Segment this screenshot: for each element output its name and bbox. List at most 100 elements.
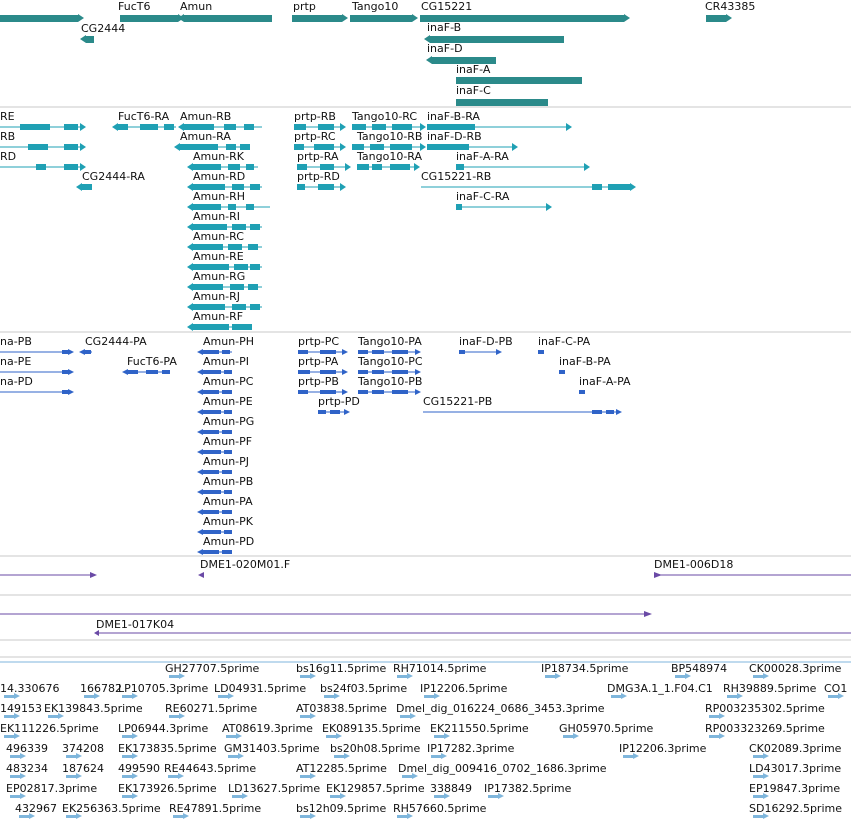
protein-label-prtp-pd[interactable]: prtp-PD <box>318 395 360 408</box>
protein-label-cg2444-pa[interactable]: CG2444-PA <box>85 335 147 348</box>
protein-model[interactable] <box>538 350 544 354</box>
transcript-label-amun-rh[interactable]: Amun-RH <box>193 190 245 203</box>
gene-label-cg2444[interactable]: CG2444 <box>81 22 125 35</box>
transcript-model[interactable] <box>0 123 86 131</box>
est-label-rh39889-5prime[interactable]: RH39889.5prime <box>723 682 817 695</box>
transcript-model[interactable] <box>187 303 262 311</box>
gene-label-inaf-d[interactable]: inaF-D <box>427 42 463 55</box>
protein-model[interactable] <box>197 389 232 395</box>
est-label-lp06944-3prime[interactable]: LP06944.3prime <box>118 722 209 735</box>
transcript-label-prtp-rb[interactable]: prtp-RB <box>294 110 336 123</box>
transcript-label-amun-rf[interactable]: Amun-RF <box>193 310 243 323</box>
gene-feature[interactable] <box>350 14 418 22</box>
protein-model[interactable] <box>197 549 232 555</box>
protein-track[interactable]: na-PB na-PE na-PD CG2444-PA FucT6-PA Amun-PH A… <box>0 335 631 555</box>
est-label-bs16g11-5prime[interactable]: bs16g11.5prime <box>296 662 386 675</box>
est-label-bs24f03-5prime[interactable]: bs24f03.5prime <box>320 682 407 695</box>
transcript-model[interactable] <box>297 183 346 191</box>
transcript-model[interactable] <box>187 223 262 231</box>
est-label-lp10705-3prime[interactable]: LP10705.3prime <box>118 682 209 695</box>
protein-model[interactable] <box>0 389 74 395</box>
transcript-model[interactable] <box>187 163 258 171</box>
gene-feature[interactable] <box>292 14 348 22</box>
protein-model[interactable] <box>197 489 232 495</box>
est-label-co1[interactable]: CO1 <box>824 682 847 695</box>
est-label-gh27707-5prime[interactable]: GH27707.5prime <box>165 662 260 675</box>
protein-model[interactable] <box>358 369 421 375</box>
transcript-model[interactable] <box>0 163 86 171</box>
transcript-label-cg15221-rb[interactable]: CG15221-RB <box>421 170 491 183</box>
clone-label-dme1-020m01-f[interactable]: DME1-020M01.F <box>200 558 290 571</box>
gene-feature[interactable] <box>0 14 84 22</box>
gene-label-prtp[interactable]: prtp <box>293 0 316 13</box>
transcript-model[interactable] <box>421 183 636 191</box>
protein-label-amun-pk[interactable]: Amun-PK <box>203 515 254 528</box>
protein-label-prtp-pb[interactable]: prtp-PB <box>298 375 339 388</box>
gene-feature[interactable] <box>80 35 94 43</box>
protein-label-na-pe[interactable]: na-PE <box>0 355 31 368</box>
protein-label-inaf-b-pa[interactable]: inaF-B-PA <box>559 355 611 368</box>
transcript-model[interactable] <box>112 123 176 131</box>
protein-model[interactable] <box>358 389 421 395</box>
transcript-track[interactable]: RE RB RD CG2444-RA FucT6-RA Amun-RB Amun-RA Amu… <box>0 110 636 331</box>
gene-feature[interactable] <box>426 56 496 64</box>
transcript-label-prtp-ra[interactable]: prtp-RA <box>297 150 339 163</box>
gene-label-amun[interactable]: Amun <box>180 0 212 13</box>
protein-model[interactable] <box>358 349 421 355</box>
protein-label-amun-pd[interactable]: Amun-PD <box>203 535 254 548</box>
transcript-model[interactable] <box>427 143 518 151</box>
protein-model[interactable] <box>0 349 74 355</box>
est-label-rh57660-5prime[interactable]: RH57660.5prime <box>393 802 487 815</box>
transcript-label-cg2444-ra[interactable]: CG2444-RA <box>82 170 145 183</box>
clone-track[interactable]: DME1-020M01.F DME1-006D18 DME1-017K04 <box>0 558 851 636</box>
protein-label-amun-pi[interactable]: Amun-PI <box>203 355 249 368</box>
est-label-gm31403-5prime[interactable]: GM31403.5prime <box>224 742 320 755</box>
est-label-at12285-5prime[interactable]: AT12285.5prime <box>296 762 387 775</box>
est-label-ek173835-5prime[interactable]: EK173835.5prime <box>118 742 217 755</box>
est-label-ek139843-5prime[interactable]: EK139843.5prime <box>44 702 143 715</box>
est-label-ek111226-5prime[interactable]: EK111226.5prime <box>0 722 99 735</box>
est-label-432967[interactable]: 432967 <box>15 802 57 815</box>
est-label-bp548974[interactable]: BP548974 <box>671 662 727 675</box>
protein-model[interactable] <box>197 509 232 515</box>
protein-model[interactable] <box>197 429 232 435</box>
protein-model[interactable] <box>559 370 565 374</box>
transcript-model[interactable] <box>187 263 262 271</box>
est-label-at08619-3prime[interactable]: AT08619.3prime <box>222 722 313 735</box>
protein-label-amun-pf[interactable]: Amun-PF <box>203 435 252 448</box>
est-label-rp003235302-5prime[interactable]: RP003235302.5prime <box>705 702 825 715</box>
gene-label-inaf-a[interactable]: inaF-A <box>456 63 491 76</box>
transcript-label-re[interactable]: RE <box>0 110 15 123</box>
est-label-rp003323269-5prime[interactable]: RP003323269.5prime <box>705 722 825 735</box>
est-label-ip17282-3prime[interactable]: IP17282.3prime <box>427 742 515 755</box>
transcript-model[interactable] <box>357 163 420 171</box>
transcript-label-amun-rd[interactable]: Amun-RD <box>193 170 245 183</box>
transcript-label-inaf-a-ra[interactable]: inaF-A-RA <box>456 150 509 163</box>
est-label-ck02089-3prime[interactable]: CK02089.3prime <box>749 742 842 755</box>
est-label-187624[interactable]: 187624 <box>62 762 104 775</box>
transcript-label-fuct6-ra[interactable]: FucT6-RA <box>118 110 170 123</box>
protein-label-prtp-pc[interactable]: prtp-PC <box>298 335 339 348</box>
est-label-rh71014-5prime[interactable]: RH71014.5prime <box>393 662 487 675</box>
protein-model[interactable] <box>318 409 350 415</box>
est-label-ld43017-3prime[interactable]: LD43017.3prime <box>749 762 841 775</box>
est-label-ip18734-5prime[interactable]: IP18734.5prime <box>541 662 629 675</box>
est-label-dmel-dig-016224-0686-3453-3prime[interactable]: Dmel_dig_016224_0686_3453.3prime <box>396 702 605 715</box>
protein-model[interactable] <box>197 529 232 535</box>
transcript-model[interactable] <box>294 143 346 151</box>
protein-label-fuct6-pa[interactable]: FucT6-PA <box>127 355 177 368</box>
gene-feature[interactable] <box>456 99 548 106</box>
est-label-338849[interactable]: 338849 <box>430 782 472 795</box>
est-label-re44643-5prime[interactable]: RE44643.5prime <box>164 762 256 775</box>
gene-track[interactable]: FucT6 Amun prtp Tango10 CG15221 CR43385 CG2444… <box>0 0 755 106</box>
transcript-model[interactable] <box>0 143 86 151</box>
transcript-label-amun-rc[interactable]: Amun-RC <box>193 230 244 243</box>
est-label-ip12206-3prime[interactable]: IP12206.3prime <box>619 742 707 755</box>
protein-model[interactable] <box>197 369 232 375</box>
est-label-ek256363-5prime[interactable]: EK256363.5prime <box>62 802 161 815</box>
protein-model[interactable] <box>423 409 622 415</box>
est-label-499590[interactable]: 499590 <box>118 762 160 775</box>
est-label-ek129857-5prime[interactable]: EK129857.5prime <box>326 782 425 795</box>
protein-label-amun-pg[interactable]: Amun-PG <box>203 415 254 428</box>
gene-label-inaf-c[interactable]: inaF-C <box>456 84 491 97</box>
